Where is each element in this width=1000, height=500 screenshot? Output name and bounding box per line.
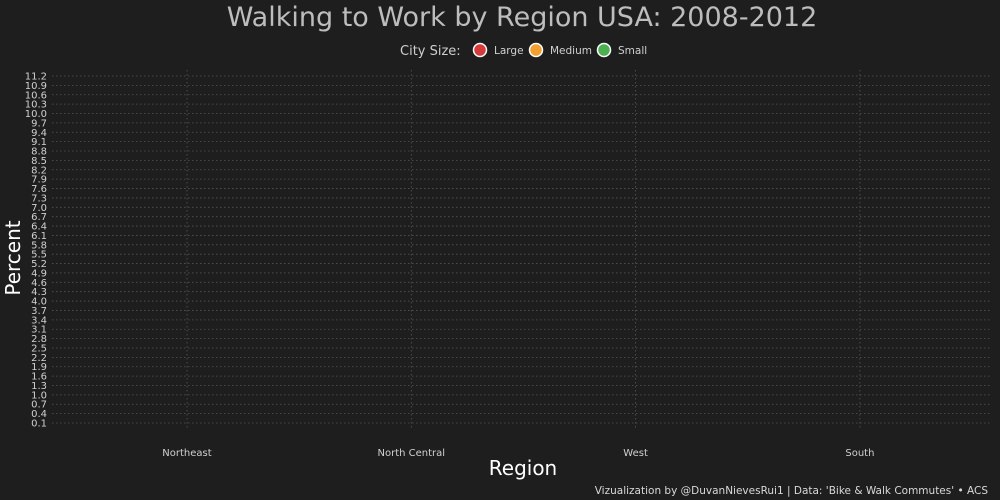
y-tick-label: 2.8 bbox=[31, 334, 47, 345]
y-tick-label: 0.4 bbox=[31, 409, 47, 420]
y-tick-label: 9.4 bbox=[31, 128, 47, 139]
y-tick-label: 4.0 bbox=[31, 297, 47, 308]
x-tick-label: West bbox=[623, 448, 648, 459]
y-tick-label: 7.3 bbox=[31, 193, 47, 204]
chart-title: Walking to Work by Region USA: 2008-2012 bbox=[227, 2, 818, 33]
y-tick-label: 1.3 bbox=[31, 381, 47, 392]
legend-marker-medium bbox=[528, 42, 544, 58]
y-tick-label: 2.2 bbox=[31, 353, 47, 364]
caption: Vizualization by @DuvanNievesRui1 | Data… bbox=[595, 485, 989, 497]
x-tick-label: South bbox=[845, 448, 874, 459]
legend-marker-large bbox=[472, 42, 488, 58]
y-tick-label: 4.6 bbox=[31, 278, 47, 289]
y-tick-label: 3.4 bbox=[31, 315, 47, 326]
y-tick-label: 1.9 bbox=[31, 362, 47, 373]
x-tick-label: Northeast bbox=[162, 448, 211, 459]
y-tick-label: 10.0 bbox=[25, 109, 47, 120]
y-tick-label: 9.1 bbox=[31, 137, 47, 148]
y-tick-label: 7.0 bbox=[31, 203, 47, 214]
legend-label-large: Large bbox=[494, 45, 524, 57]
y-tick-label: 4.9 bbox=[31, 268, 47, 279]
y-tick-label: 7.6 bbox=[31, 184, 47, 195]
y-tick-label: 1.0 bbox=[31, 390, 47, 401]
y-tick-label: 8.5 bbox=[31, 156, 47, 167]
y-tick-label: 3.1 bbox=[31, 325, 47, 336]
y-axis-ticks: 0.10.40.71.01.31.61.92.22.52.83.13.43.74… bbox=[25, 72, 47, 430]
y-tick-label: 5.2 bbox=[31, 259, 47, 270]
y-tick-label: 6.1 bbox=[31, 231, 47, 242]
y-tick-label: 2.5 bbox=[31, 343, 47, 354]
y-gridlines bbox=[52, 75, 990, 424]
x-tick-label: North Central bbox=[378, 448, 446, 459]
y-tick-label: 6.7 bbox=[31, 212, 47, 223]
y-tick-label: 5.8 bbox=[31, 240, 47, 251]
y-tick-label: 0.1 bbox=[31, 419, 47, 430]
y-tick-label: 7.9 bbox=[31, 175, 47, 186]
y-tick-label: 10.3 bbox=[25, 100, 47, 111]
y-tick-label: 3.7 bbox=[31, 306, 47, 317]
x-axis-ticks: Northeast North Central West South bbox=[162, 448, 874, 459]
legend-marker-small bbox=[596, 42, 612, 58]
legend-label-small: Small bbox=[618, 45, 647, 57]
y-tick-label: 8.8 bbox=[31, 147, 47, 158]
x-gridlines bbox=[186, 70, 861, 430]
legend-label-medium: Medium bbox=[550, 45, 592, 57]
y-tick-label: 9.7 bbox=[31, 118, 47, 129]
y-tick-label: 10.9 bbox=[25, 81, 47, 92]
y-tick-label: 11.2 bbox=[25, 72, 47, 83]
y-tick-label: 8.2 bbox=[31, 165, 47, 176]
y-tick-label: 6.4 bbox=[31, 222, 47, 233]
legend: City Size: Large Medium Small bbox=[400, 42, 647, 59]
y-tick-label: 10.6 bbox=[25, 90, 47, 101]
y-tick-label: 0.7 bbox=[31, 400, 47, 411]
x-axis-title: Region bbox=[489, 456, 557, 480]
y-tick-label: 1.6 bbox=[31, 372, 47, 383]
y-axis-title: Percent bbox=[1, 220, 25, 295]
legend-title: City Size: bbox=[400, 44, 461, 59]
y-tick-label: 4.3 bbox=[31, 287, 47, 298]
y-tick-label: 5.5 bbox=[31, 250, 47, 261]
